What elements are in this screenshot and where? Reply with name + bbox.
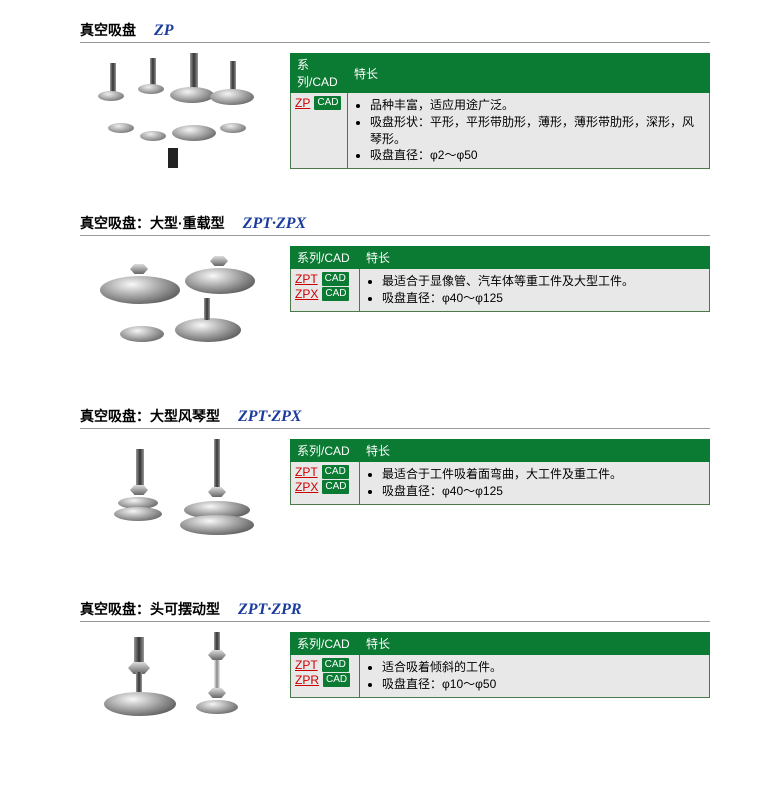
col-features: 特长 [360, 633, 710, 655]
feature-list: 最适合于显像管、汽车体等重工件及大型工件。 吸盘直径：φ40～φ125 [366, 273, 703, 307]
product-image [80, 632, 280, 752]
section-title: 真空吸盘：大型风琴型 [80, 406, 220, 426]
spec-table: 系列/CAD 特长 ZPT CAD ZPX CAD 最适合于工件吸着面弯 [290, 439, 710, 505]
series-row: ZPT CAD [295, 272, 355, 286]
section-header: 真空吸盘：头可摆动型 ZPT·ZPR [80, 599, 710, 622]
series-link-zp[interactable]: ZP [295, 96, 310, 110]
cad-icon[interactable]: CAD [322, 480, 349, 494]
series-cell: ZPT CAD ZPR CAD [291, 655, 360, 698]
col-features: 特长 [360, 440, 710, 462]
spec-table: 系列/CAD 特长 ZP CAD 品种丰富，适应用途广泛。 吸盘形状：平形，平形… [290, 53, 710, 169]
series-link-zpt[interactable]: ZPT [295, 272, 318, 286]
series-row: ZPT CAD [295, 465, 355, 479]
feature-item: 最适合于显像管、汽车体等重工件及大型工件。 [382, 273, 703, 290]
section-zpt-zpx-heavy: 真空吸盘：大型·重载型 ZPT·ZPX 系列/CAD 特长 ZPT CAD [0, 213, 780, 366]
cad-icon[interactable]: CAD [314, 96, 341, 110]
section-body: 系列/CAD 特长 ZP CAD 品种丰富，适应用途广泛。 吸盘形状：平形，平形… [80, 53, 780, 173]
series-cell: ZPT CAD ZPX CAD [291, 462, 360, 505]
feature-list: 最适合于工件吸着面弯曲，大工件及重工件。 吸盘直径：φ40～φ125 [366, 466, 703, 500]
feature-item: 吸盘直径：φ40～φ125 [382, 290, 703, 307]
feature-item: 吸盘直径：φ40～φ125 [382, 483, 703, 500]
series-row: ZPR CAD [295, 673, 355, 687]
section-zpt-zpr-swivel: 真空吸盘：头可摆动型 ZPT·ZPR 系列/CAD 特长 ZPT [0, 599, 780, 752]
cad-icon[interactable]: CAD [322, 272, 349, 286]
feature-item: 适合吸着倾斜的工件。 [382, 659, 703, 676]
section-zp: 真空吸盘 ZP 系列/CAD 特长 [0, 20, 780, 173]
col-series-cad: 系列/CAD [291, 247, 360, 269]
features-cell: 适合吸着倾斜的工件。 吸盘直径：φ10～φ50 [360, 655, 710, 698]
feature-list: 适合吸着倾斜的工件。 吸盘直径：φ10～φ50 [366, 659, 703, 693]
col-series-cad: 系列/CAD [291, 633, 360, 655]
feature-item: 品种丰富，适应用途广泛。 [370, 97, 703, 114]
col-series-cad: 系列/CAD [291, 440, 360, 462]
section-subtitle: ZPT·ZPR [238, 601, 302, 619]
section-title: 真空吸盘：头可摆动型 [80, 599, 220, 619]
series-row: ZPX CAD [295, 480, 355, 494]
section-header: 真空吸盘：大型风琴型 ZPT·ZPX [80, 406, 710, 429]
spec-table: 系列/CAD 特长 ZPT CAD ZPX CAD 最适合于显像管、汽车 [290, 246, 710, 312]
series-cell: ZP CAD [291, 93, 348, 169]
section-subtitle: ZPT·ZPX [238, 408, 302, 426]
section-header: 真空吸盘：大型·重载型 ZPT·ZPX [80, 213, 710, 236]
section-title: 真空吸盘：大型·重载型 [80, 213, 225, 233]
series-row: ZPT CAD [295, 658, 355, 672]
product-image [80, 439, 280, 559]
col-features: 特长 [360, 247, 710, 269]
col-features: 特长 [348, 54, 710, 93]
section-body: 系列/CAD 特长 ZPT CAD ZPX CAD 最适合于工件吸着面弯 [80, 439, 780, 559]
section-title: 真空吸盘 [80, 20, 136, 40]
series-cell: ZPT CAD ZPX CAD [291, 269, 360, 312]
section-subtitle: ZP [154, 22, 174, 40]
feature-list: 品种丰富，适应用途广泛。 吸盘形状：平形，平形带肋形，薄形，薄形带肋形，深形，风… [354, 97, 703, 164]
features-cell: 最适合于显像管、汽车体等重工件及大型工件。 吸盘直径：φ40～φ125 [360, 269, 710, 312]
product-image [80, 246, 280, 366]
section-zpt-zpx-bellows: 真空吸盘：大型风琴型 ZPT·ZPX 系列/CAD 特长 ZPT CAD [0, 406, 780, 559]
spec-table: 系列/CAD 特长 ZPT CAD ZPR CAD 适合吸着倾斜的工件。 [290, 632, 710, 698]
series-link-zpx[interactable]: ZPX [295, 480, 318, 494]
section-body: 系列/CAD 特长 ZPT CAD ZPX CAD 最适合于显像管、汽车 [80, 246, 780, 366]
series-row: ZPX CAD [295, 287, 355, 301]
feature-item: 吸盘形状：平形，平形带肋形，薄形，薄形带肋形，深形，风琴形。 [370, 114, 703, 148]
cad-icon[interactable]: CAD [323, 673, 350, 687]
features-cell: 品种丰富，适应用途广泛。 吸盘形状：平形，平形带肋形，薄形，薄形带肋形，深形，风… [348, 93, 710, 169]
product-image [80, 53, 280, 173]
series-link-zpr[interactable]: ZPR [295, 673, 319, 687]
col-series-cad: 系列/CAD [291, 54, 348, 93]
section-header: 真空吸盘 ZP [80, 20, 710, 43]
cad-icon[interactable]: CAD [322, 287, 349, 301]
feature-item: 吸盘直径：φ2～φ50 [370, 147, 703, 164]
feature-item: 最适合于工件吸着面弯曲，大工件及重工件。 [382, 466, 703, 483]
cad-icon[interactable]: CAD [322, 658, 349, 672]
series-link-zpx[interactable]: ZPX [295, 287, 318, 301]
section-body: 系列/CAD 特长 ZPT CAD ZPR CAD 适合吸着倾斜的工件。 [80, 632, 780, 752]
features-cell: 最适合于工件吸着面弯曲，大工件及重工件。 吸盘直径：φ40～φ125 [360, 462, 710, 505]
series-link-zpt[interactable]: ZPT [295, 465, 318, 479]
cad-icon[interactable]: CAD [322, 465, 349, 479]
series-link-zpt[interactable]: ZPT [295, 658, 318, 672]
section-subtitle: ZPT·ZPX [243, 215, 307, 233]
series-row: ZP CAD [295, 96, 343, 110]
feature-item: 吸盘直径：φ10～φ50 [382, 676, 703, 693]
